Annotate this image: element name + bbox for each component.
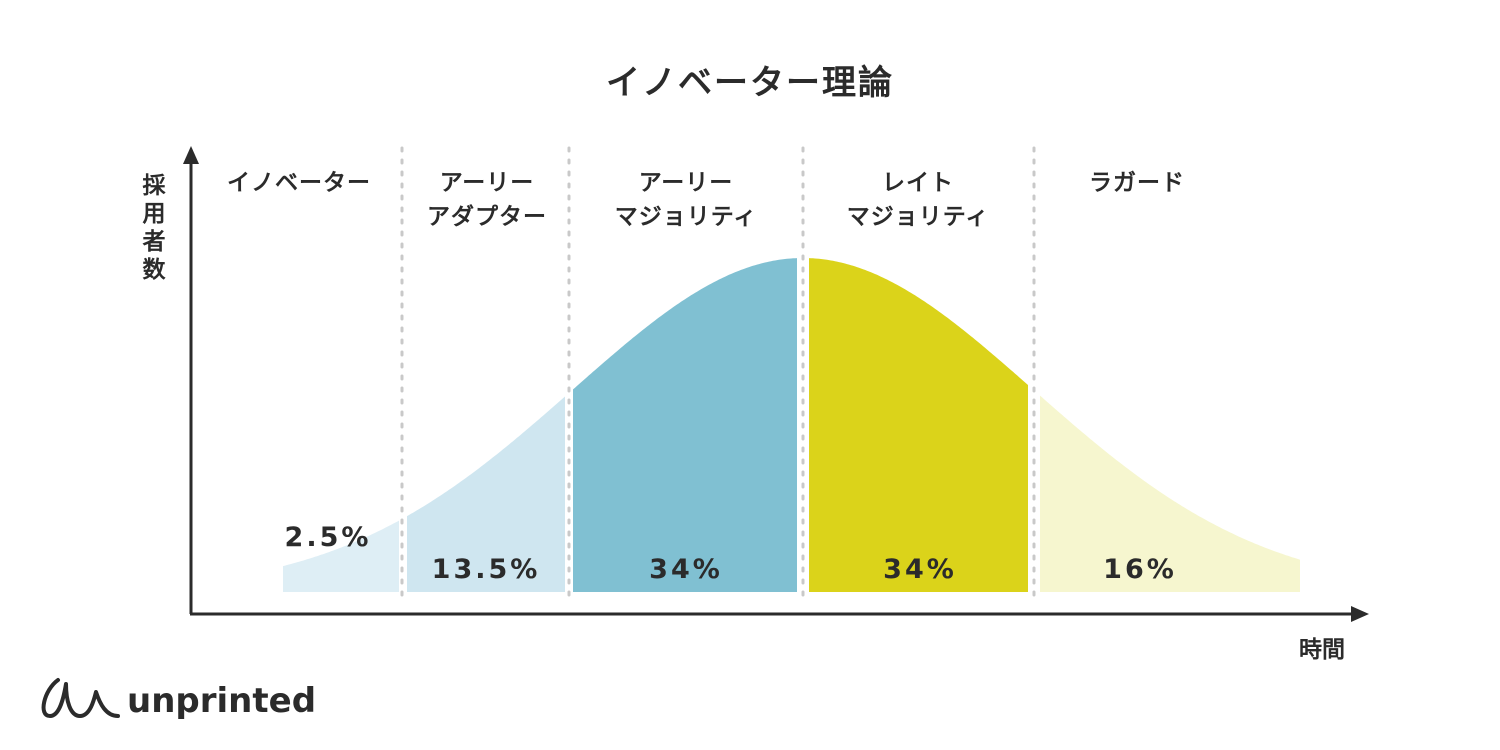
segment-label-laggards: ラガード — [1089, 170, 1185, 196]
logo-text: unprinted — [127, 681, 316, 721]
segment-label-late-majority: レイト — [882, 170, 954, 196]
segment-label-early-majority: アーリー — [639, 170, 734, 196]
segment-percent-early-majority: 34% — [649, 554, 723, 585]
segment-area-early-adopters — [407, 396, 565, 592]
x-axis-arrow-icon — [1351, 606, 1369, 622]
segment-separators — [400, 146, 1036, 602]
segment-label-early-majority: マジョリティ — [615, 204, 758, 230]
segment-percent-late-majority: 34% — [883, 554, 957, 585]
segment-label-early-adopters: アダプター — [427, 203, 547, 230]
segment-area-innovators — [283, 520, 399, 592]
segment-area-laggards — [1040, 395, 1300, 592]
segment-area-early-majority — [573, 258, 797, 592]
y-axis — [183, 146, 199, 614]
diagram-title: イノベーター理論 — [606, 63, 894, 103]
y-axis-label-char: 用 — [143, 201, 166, 227]
segment-label-early-adopters: アーリー — [440, 170, 535, 196]
y-axis-label-char: 採 — [143, 173, 167, 199]
adoption-curve — [283, 258, 1300, 592]
segment-percent-early-adopters: 13.5% — [432, 554, 541, 585]
y-axis-label-char: 者 — [142, 229, 166, 255]
logo: unprinted — [41, 678, 316, 721]
y-axis-label-char: 数 — [143, 257, 167, 283]
x-axis-label: 時間 — [1299, 637, 1345, 663]
y-axis-arrow-icon — [183, 146, 199, 164]
segment-label-late-majority: マジョリティ — [847, 204, 990, 230]
segment-percent-innovators: 2.5% — [285, 522, 372, 553]
segment-area-late-majority — [809, 258, 1028, 592]
segment-percent-laggards: 16% — [1103, 554, 1177, 585]
segment-label-innovators: イノベーター — [227, 170, 371, 196]
x-axis — [190, 606, 1369, 622]
unprinted-logo-mark-icon — [41, 678, 120, 718]
